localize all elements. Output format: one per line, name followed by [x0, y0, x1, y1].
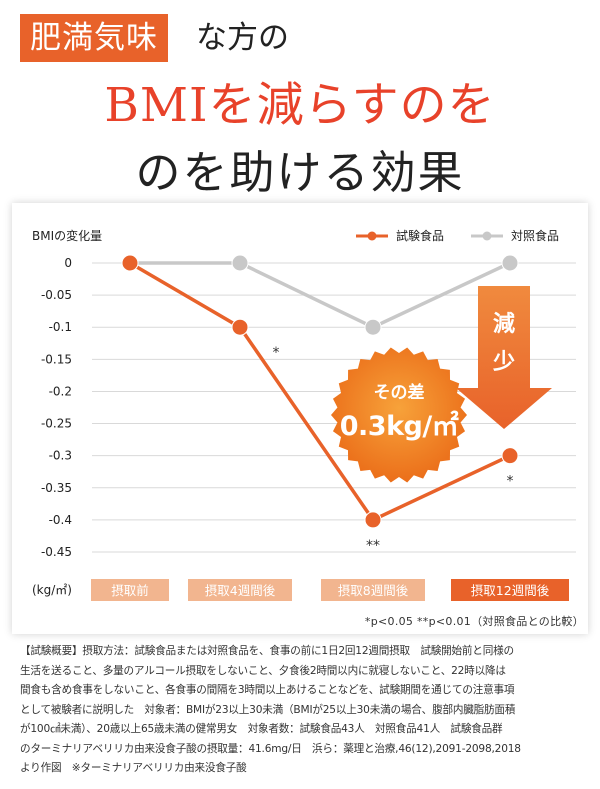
data-point: [121, 254, 139, 272]
data-point: [364, 318, 382, 336]
badge-line2: 0.3kg/㎡: [340, 410, 459, 442]
legend-label: 対照食品: [511, 228, 559, 243]
category-label: 摂取8週間後: [338, 583, 409, 598]
headline: 肥満気味 な方の BMIを減らすのを のを助ける効果: [0, 0, 600, 205]
headline-tag-suffix: な方の: [196, 20, 289, 56]
significance-mark: *: [273, 345, 280, 361]
y-tick-label: -0.3: [49, 449, 72, 463]
category-label: 摂取4週間後: [205, 583, 276, 598]
method-line: 間食も含め食事をしないこと、各食事の間隔を3時間以上あけることなどを、試験期間を…: [20, 684, 515, 696]
chart-panel: 0 -0.05 -0.1 -0.15 -0.2 -0.25 -0.3 -0.35 -0.4 -0.…: [12, 203, 588, 634]
y-tick-label: -0.2: [49, 384, 72, 398]
data-point: [501, 447, 519, 465]
legend-marker: [367, 231, 377, 241]
method-line: 【試験概要】摂取方法：試験食品または対照食品を、食事の前に1日2回12週間摂取 …: [20, 645, 514, 657]
method-line: のターミナリアベリリカ由来没食子酸の摂取量：41.6mg/日 浜ら：薬理と治療,…: [20, 742, 521, 755]
y-tick-label: -0.25: [41, 417, 72, 431]
arrow-label-char: 少: [492, 350, 515, 375]
y-tick-label: -0.35: [41, 481, 72, 495]
method-line: が100㎠未満）、20歳以上65歳未満の健常男女 対象者数：試験食品43人 対照…: [20, 723, 503, 735]
category-label: 摂取前: [111, 583, 149, 598]
down-arrow-icon: [456, 286, 552, 429]
y-tick-label: -0.45: [41, 545, 72, 559]
badge-line1: その差: [374, 382, 425, 403]
unit-label: (kg/㎡): [32, 583, 72, 597]
series-line: [130, 261, 511, 330]
significance-mark: *: [507, 474, 514, 490]
method-line: より作図 ※ターミナリアベリリカ由来没食子酸: [20, 762, 247, 774]
significance-mark: **: [366, 538, 380, 554]
y-tick-label: -0.15: [41, 352, 72, 366]
data-point: [231, 318, 249, 336]
difference-badge: [331, 347, 467, 483]
headline-tag: 肥満気味: [20, 14, 168, 62]
category-label-box: [91, 579, 169, 601]
method-line: として被験者に説明した 対象者：BMIが23以上30未満（BMIが25以上30未…: [20, 703, 516, 716]
category-label-box: [188, 579, 292, 601]
y-tick-label: -0.1: [49, 320, 72, 334]
arrow-label-char: 減: [493, 312, 515, 337]
method-line: 生活を送ること、多量のアルコール摂取をしないこと、夕食後2時間以内に就寝しないこ…: [20, 664, 506, 677]
data-point: [231, 254, 249, 272]
category-label-box: [451, 579, 569, 601]
y-axis-label: BMIの変化量: [32, 228, 102, 243]
headline-line2: BMIを減らすのを: [104, 78, 496, 133]
legend-marker: [482, 231, 492, 241]
method-summary: 【試験概要】摂取方法：試験食品または対照食品を、食事の前に1日2回12週間摂取 …: [20, 642, 585, 779]
y-tick-label: -0.4: [49, 513, 72, 527]
y-tick-label: 0: [64, 256, 72, 270]
significance-note: *p<0.05 **p<0.01（対照食品との比較）: [364, 615, 584, 628]
bmi-change-chart: 0 -0.05 -0.1 -0.15 -0.2 -0.25 -0.3 -0.35 -0.4 -0.…: [32, 228, 576, 601]
y-tick-label: -0.05: [41, 288, 72, 302]
data-point: [364, 511, 382, 529]
headline-line3: のを助ける効果: [135, 146, 465, 199]
category-label: 摂取12週間後: [471, 583, 550, 598]
data-point: [501, 254, 519, 272]
series-line: [129, 261, 511, 523]
category-label-box: [321, 579, 425, 601]
legend-label: 試験食品: [396, 228, 444, 243]
